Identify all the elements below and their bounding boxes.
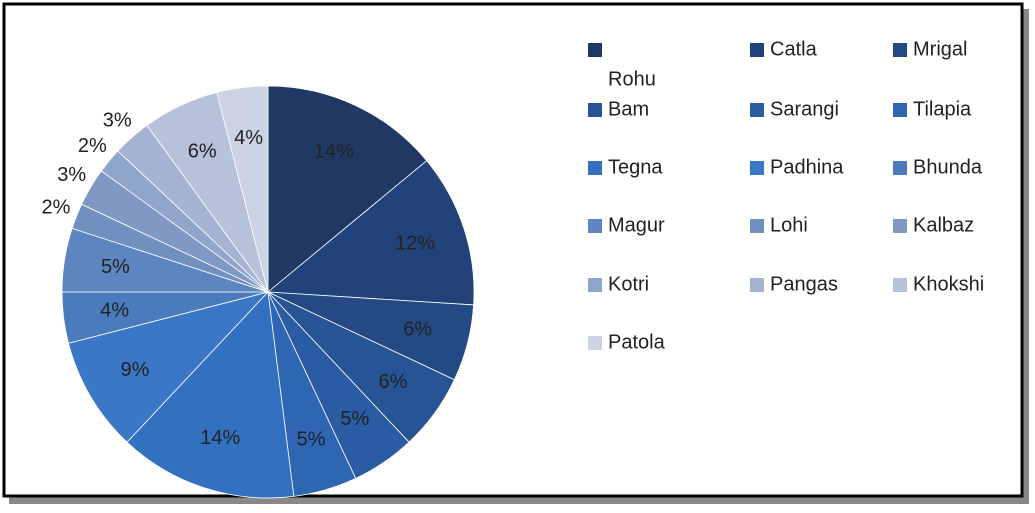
legend-swatch <box>893 278 907 292</box>
legend-swatch <box>588 219 602 233</box>
data-label: 2% <box>42 196 71 218</box>
legend-swatch <box>893 43 907 57</box>
legend-label: Catla <box>770 38 818 60</box>
legend-label: Pangas <box>770 273 838 295</box>
data-label: 6% <box>379 371 408 393</box>
pie-slice <box>216 85 269 293</box>
data-label: 4% <box>234 127 263 149</box>
legend-label: Lohi <box>770 214 808 236</box>
legend-label: Padhina <box>770 156 844 178</box>
legend-swatch <box>588 43 602 57</box>
legend-label: Bam <box>608 98 649 120</box>
data-label: 4% <box>100 300 129 322</box>
legend-swatch <box>750 43 764 57</box>
legend-swatch <box>750 219 764 233</box>
data-label: 2% <box>78 135 107 157</box>
legend-swatch <box>893 103 907 117</box>
data-label: 6% <box>403 319 432 341</box>
data-label: 12% <box>395 233 435 255</box>
legend-swatch <box>588 336 602 350</box>
pie-slice <box>266 160 475 306</box>
data-label: 9% <box>121 359 150 381</box>
data-label: 6% <box>188 140 217 162</box>
legend-label: Khokshi <box>913 273 984 295</box>
legend-swatch <box>750 278 764 292</box>
legend-swatch <box>893 161 907 175</box>
legend-label: Rohu <box>608 68 656 90</box>
data-label: 14% <box>200 427 240 449</box>
pie-slice <box>126 291 295 499</box>
legend-label: Magur <box>608 214 665 236</box>
data-label: 3% <box>57 164 86 186</box>
legend-swatch <box>893 219 907 233</box>
legend-label: Sarangi <box>770 98 839 120</box>
legend-swatch <box>588 278 602 292</box>
legend-label: Kalbaz <box>913 214 974 236</box>
legend-label: Tilapia <box>913 98 972 120</box>
legend-label: Tegna <box>608 156 663 178</box>
legend-label: Patola <box>608 331 666 353</box>
data-label: 14% <box>314 140 354 162</box>
legend-label: Bhunda <box>913 156 983 178</box>
legend-swatch <box>588 161 602 175</box>
legend-swatch <box>588 103 602 117</box>
data-label: 5% <box>297 429 326 451</box>
data-label: 5% <box>340 408 369 430</box>
data-label: 5% <box>101 256 130 278</box>
legend-swatch <box>750 103 764 117</box>
legend-label: Mrigal <box>913 38 967 60</box>
legend-label: Kotri <box>608 273 649 295</box>
pie-slice <box>267 85 428 293</box>
pie-slice <box>67 291 270 443</box>
data-label: 3% <box>103 109 132 131</box>
legend-swatch <box>750 161 764 175</box>
